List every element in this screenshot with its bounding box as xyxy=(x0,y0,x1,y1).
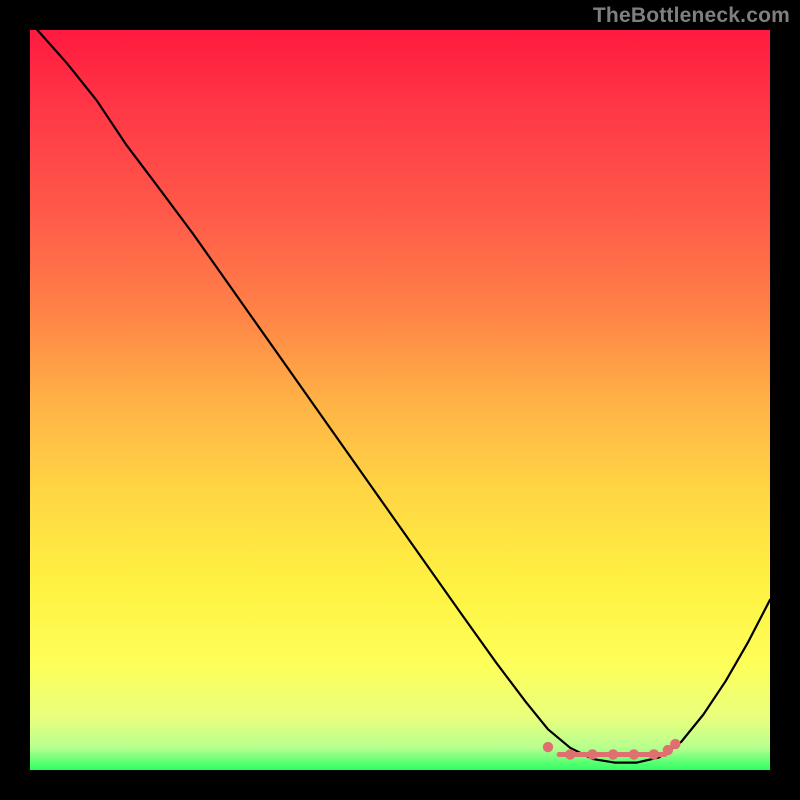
optimal-band-marker xyxy=(649,749,659,759)
chart-container: TheBottleneck.com xyxy=(0,0,800,800)
watermark-text: TheBottleneck.com xyxy=(593,4,790,28)
chart-background xyxy=(30,30,770,770)
optimal-band-marker xyxy=(565,749,575,759)
optimal-band-marker xyxy=(587,749,597,759)
optimal-band-marker xyxy=(629,749,639,759)
optimal-band-marker xyxy=(608,749,618,759)
optimal-band-marker xyxy=(670,739,680,749)
optimal-band-marker xyxy=(543,742,553,752)
bottleneck-curve-chart xyxy=(30,30,770,770)
